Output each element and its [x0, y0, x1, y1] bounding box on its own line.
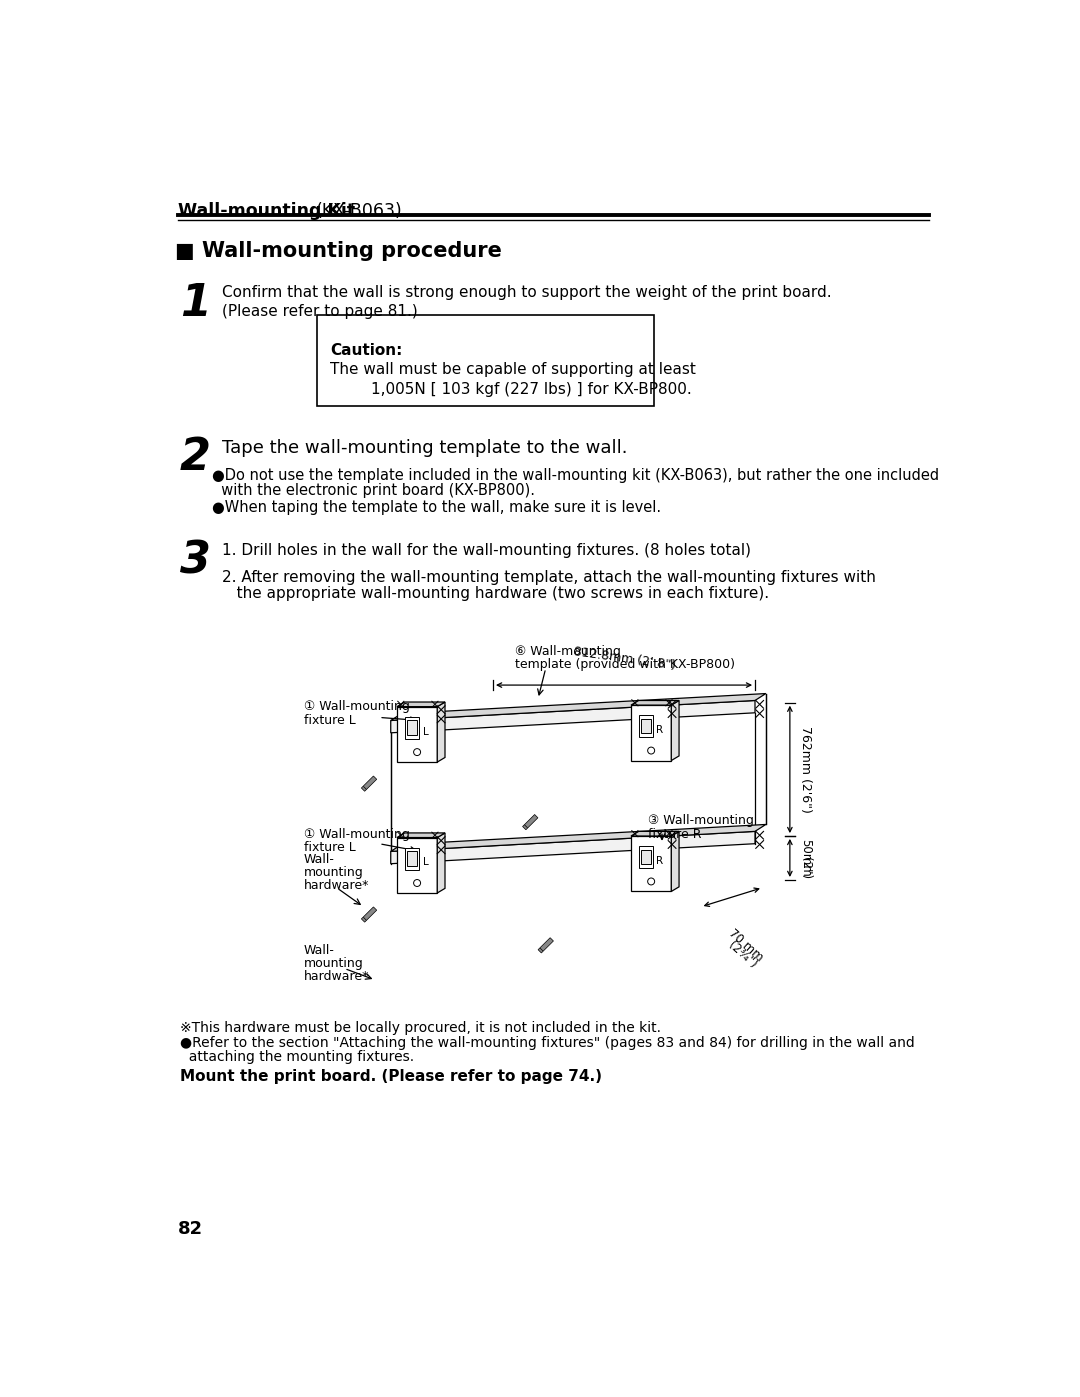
Text: ③ Wall-mounting: ③ Wall-mounting	[648, 814, 754, 827]
Polygon shape	[639, 847, 653, 868]
Text: 3: 3	[180, 539, 211, 583]
Circle shape	[648, 747, 654, 754]
Text: Caution:: Caution:	[330, 344, 403, 358]
Text: 2. After removing the wall-mounting template, attach the wall-mounting fixtures : 2. After removing the wall-mounting temp…	[221, 570, 876, 584]
Text: Confirm that the wall is strong enough to support the weight of the print board.: Confirm that the wall is strong enough t…	[221, 285, 832, 300]
Text: (2³⁄₄"): (2³⁄₄")	[726, 939, 759, 971]
Text: ●Do not use the template included in the wall-mounting kit (KX-B063), but rather: ●Do not use the template included in the…	[213, 468, 940, 483]
Text: Wall-mounting Kit: Wall-mounting Kit	[177, 203, 361, 221]
Polygon shape	[391, 824, 766, 851]
Polygon shape	[391, 693, 766, 721]
Text: fixture L: fixture L	[303, 841, 355, 855]
Polygon shape	[437, 833, 445, 893]
Text: ●Refer to the section "Attaching the wall-mounting fixtures" (pages 83 and 84) f: ●Refer to the section "Attaching the wal…	[180, 1037, 915, 1051]
Polygon shape	[407, 851, 417, 866]
Text: ■ Wall-mounting procedure: ■ Wall-mounting procedure	[175, 240, 502, 261]
Text: 1. Drill holes in the wall for the wall-mounting fixtures. (8 holes total): 1. Drill holes in the wall for the wall-…	[221, 543, 751, 559]
Text: 1: 1	[180, 282, 211, 324]
Text: attaching the mounting fixtures.: attaching the mounting fixtures.	[180, 1051, 414, 1065]
Polygon shape	[631, 835, 672, 891]
Text: Wall-: Wall-	[303, 944, 335, 957]
Text: ●When taping the template to the wall, make sure it is level.: ●When taping the template to the wall, m…	[213, 500, 662, 515]
Text: ① Wall-mounting: ① Wall-mounting	[303, 700, 409, 714]
FancyBboxPatch shape	[318, 316, 654, 407]
Polygon shape	[523, 814, 538, 830]
Text: Wall-: Wall-	[303, 854, 335, 866]
Text: hardware*: hardware*	[303, 970, 369, 983]
Text: L: L	[423, 726, 429, 736]
Polygon shape	[672, 831, 679, 891]
Text: ⑥ Wall-mounting: ⑥ Wall-mounting	[515, 645, 621, 658]
Text: fixture L: fixture L	[303, 714, 355, 726]
Text: mounting: mounting	[303, 957, 364, 970]
Polygon shape	[362, 775, 377, 791]
Text: hardware*: hardware*	[303, 879, 369, 893]
Text: the appropriate wall-mounting hardware (two screws in each fixture).: the appropriate wall-mounting hardware (…	[221, 585, 769, 601]
Text: R: R	[657, 725, 663, 735]
Text: 812.8mm (2' 8"): 812.8mm (2' 8")	[572, 645, 677, 673]
Polygon shape	[362, 907, 377, 922]
Polygon shape	[397, 703, 445, 707]
Text: mounting: mounting	[303, 866, 364, 879]
Polygon shape	[437, 703, 445, 763]
Text: template (provided with KX-BP800): template (provided with KX-BP800)	[515, 658, 734, 671]
Text: 70 mm: 70 mm	[726, 926, 766, 964]
Circle shape	[648, 877, 654, 884]
Polygon shape	[397, 707, 437, 763]
Text: ※This hardware must be locally procured, it is not included in the kit.: ※This hardware must be locally procured,…	[180, 1021, 661, 1035]
Polygon shape	[631, 705, 672, 760]
Polygon shape	[391, 700, 755, 733]
Text: 762mm (2'6"): 762mm (2'6")	[799, 726, 812, 813]
Text: fixture R: fixture R	[648, 827, 702, 841]
Text: 82: 82	[177, 1220, 203, 1238]
Text: L: L	[423, 858, 429, 868]
Polygon shape	[397, 838, 437, 893]
Text: (Please refer to page 81.): (Please refer to page 81.)	[221, 305, 418, 319]
Polygon shape	[631, 831, 679, 835]
Polygon shape	[397, 833, 445, 838]
Text: The wall must be capable of supporting at least: The wall must be capable of supporting a…	[330, 362, 697, 377]
Text: R: R	[657, 856, 663, 866]
Text: (KX-B063): (KX-B063)	[315, 203, 403, 221]
Polygon shape	[639, 715, 653, 738]
Polygon shape	[672, 700, 679, 760]
Text: Mount the print board. (Please refer to page 74.): Mount the print board. (Please refer to …	[180, 1069, 602, 1084]
Text: with the electronic print board (KX-BP800).: with the electronic print board (KX-BP80…	[213, 483, 536, 499]
Circle shape	[414, 749, 420, 756]
Polygon shape	[642, 849, 650, 865]
Text: 2: 2	[180, 436, 211, 479]
Text: 1,005N [ 103 kgf (227 lbs) ] for KX-BP800.: 1,005N [ 103 kgf (227 lbs) ] for KX-BP80…	[372, 381, 692, 397]
Circle shape	[414, 880, 420, 887]
Text: ① Wall-mounting: ① Wall-mounting	[303, 828, 409, 841]
Text: Tape the wall-mounting template to the wall.: Tape the wall-mounting template to the w…	[221, 440, 627, 457]
Text: 50mm: 50mm	[799, 838, 812, 876]
Polygon shape	[631, 700, 679, 705]
Polygon shape	[405, 848, 419, 870]
Polygon shape	[538, 937, 553, 953]
Text: (2"): (2")	[799, 858, 812, 879]
Polygon shape	[391, 831, 755, 863]
Polygon shape	[405, 717, 419, 739]
Polygon shape	[407, 721, 417, 735]
Polygon shape	[642, 719, 650, 733]
